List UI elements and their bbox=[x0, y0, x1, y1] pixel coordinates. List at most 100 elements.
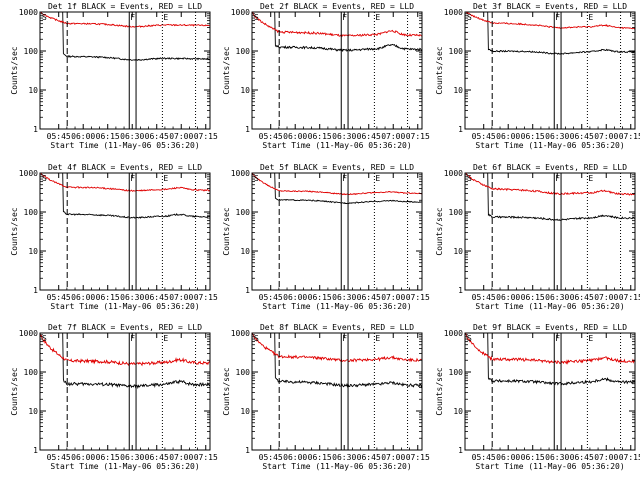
x-axis-label: Start Time (11-May-06 05:36:20) bbox=[50, 141, 199, 150]
x-tick-label: 07:15 bbox=[406, 453, 430, 462]
x-tick-label: 06:45 bbox=[570, 132, 594, 141]
curves bbox=[252, 173, 422, 205]
y-tick-label: 10 bbox=[240, 247, 250, 256]
series-events bbox=[465, 173, 635, 222]
x-axis-label: Start Time (11-May-06 05:36:20) bbox=[475, 462, 624, 471]
x-tick-label: 06:45 bbox=[570, 453, 594, 462]
y-tick-label: 1 bbox=[245, 446, 250, 455]
flag-label-e: E bbox=[163, 13, 168, 22]
panel-title: Det 9f BLACK = Events, RED = LLD bbox=[473, 323, 627, 332]
plot-frame bbox=[39, 332, 211, 451]
y-tick-label: 10 bbox=[453, 247, 463, 256]
y-tick-label: 100 bbox=[449, 208, 464, 217]
x-tick-label: 05:45 bbox=[259, 132, 283, 141]
series-events bbox=[40, 173, 210, 219]
plot-frame bbox=[464, 332, 636, 451]
flag-label-e: E bbox=[588, 334, 593, 343]
y-tick-label: 1 bbox=[458, 125, 463, 134]
flag-label-f: F bbox=[130, 174, 135, 183]
x-tick-label: 07:00 bbox=[169, 132, 193, 141]
curves bbox=[465, 12, 635, 55]
y-tick-label: 100 bbox=[449, 368, 464, 377]
flag-label-s: S bbox=[467, 174, 472, 183]
x-tick-label: 06:15 bbox=[96, 293, 120, 302]
x-tick-label: 06:45 bbox=[357, 132, 381, 141]
plot-frame bbox=[251, 332, 423, 451]
y-axis-label: Counts/sec bbox=[222, 207, 231, 255]
panel-title: Det 5f BLACK = Events, RED = LLD bbox=[260, 163, 414, 172]
x-tick-label: 06:45 bbox=[145, 453, 169, 462]
x-tick-label: 06:00 bbox=[71, 453, 95, 462]
x-tick-label: 06:45 bbox=[570, 293, 594, 302]
x-tick-label: 06:30 bbox=[120, 132, 144, 141]
x-tick-label: 06:45 bbox=[357, 293, 381, 302]
x-axis-label: Start Time (11-May-06 05:36:20) bbox=[50, 462, 199, 471]
flag-label-f: F bbox=[342, 13, 347, 22]
flag-label-e: E bbox=[375, 334, 380, 343]
x-tick-label: 06:30 bbox=[332, 453, 356, 462]
y-tick-label: 1 bbox=[245, 286, 250, 295]
series-events bbox=[40, 333, 210, 390]
y-tick-label: 10 bbox=[28, 407, 38, 416]
series-events bbox=[465, 12, 635, 55]
panel-title: Det 1f BLACK = Events, RED = LLD bbox=[48, 2, 202, 11]
y-tick-label: 1 bbox=[458, 286, 463, 295]
x-tick-label: 06:15 bbox=[521, 132, 545, 141]
y-tick-label: 100 bbox=[24, 368, 39, 377]
y-tick-label: 1 bbox=[458, 446, 463, 455]
x-tick-label: 06:00 bbox=[71, 132, 95, 141]
x-tick-label: 06:15 bbox=[308, 453, 332, 462]
y-tick-label: 10 bbox=[28, 86, 38, 95]
y-tick-label: 100 bbox=[236, 47, 251, 56]
flag-label-e: E bbox=[375, 174, 380, 183]
y-tick-label: 1000 bbox=[444, 169, 463, 178]
x-tick-label: 07:15 bbox=[619, 132, 640, 141]
x-tick-label: 06:30 bbox=[120, 293, 144, 302]
flag-label-s: S bbox=[467, 13, 472, 22]
y-tick-label: 1000 bbox=[444, 8, 463, 17]
panel-title: Det 8f BLACK = Events, RED = LLD bbox=[260, 323, 414, 332]
flag-label-s: S bbox=[467, 334, 472, 343]
x-tick-label: 07:15 bbox=[619, 453, 640, 462]
curves bbox=[40, 333, 210, 390]
x-tick-label: 06:15 bbox=[96, 453, 120, 462]
series-lld bbox=[252, 173, 422, 196]
x-tick-label: 07:00 bbox=[381, 293, 405, 302]
series-events bbox=[252, 333, 422, 389]
y-tick-label: 1000 bbox=[19, 8, 38, 17]
x-tick-label: 07:00 bbox=[169, 453, 193, 462]
x-tick-label: 05:45 bbox=[472, 453, 496, 462]
x-tick-label: 06:15 bbox=[521, 453, 545, 462]
x-axis-label: Start Time (11-May-06 05:36:20) bbox=[50, 302, 199, 311]
flag-label-e: E bbox=[163, 334, 168, 343]
series-events bbox=[252, 173, 422, 205]
flag-label-s: S bbox=[254, 334, 259, 343]
x-tick-label: 06:30 bbox=[120, 453, 144, 462]
flag-label-s: S bbox=[254, 13, 259, 22]
x-axis-label: Start Time (11-May-06 05:36:20) bbox=[475, 141, 624, 150]
y-tick-label: 1000 bbox=[231, 8, 250, 17]
series-events bbox=[465, 333, 635, 387]
y-axis-label: Counts/sec bbox=[10, 207, 19, 255]
flag-label-f: F bbox=[555, 334, 560, 343]
curves bbox=[40, 173, 210, 219]
y-tick-label: 10 bbox=[240, 86, 250, 95]
x-tick-label: 05:45 bbox=[47, 132, 71, 141]
series-lld bbox=[465, 12, 635, 30]
plot-frame bbox=[251, 11, 423, 130]
x-tick-label: 07:00 bbox=[169, 293, 193, 302]
x-tick-label: 07:00 bbox=[594, 132, 618, 141]
x-tick-label: 06:00 bbox=[71, 293, 95, 302]
plot-frame bbox=[464, 11, 636, 130]
x-axis-label: Start Time (11-May-06 05:36:20) bbox=[475, 302, 624, 311]
curves bbox=[465, 173, 635, 222]
curves bbox=[252, 12, 422, 53]
y-tick-label: 1000 bbox=[19, 329, 38, 338]
x-tick-label: 07:00 bbox=[381, 132, 405, 141]
x-tick-label: 06:30 bbox=[332, 132, 356, 141]
